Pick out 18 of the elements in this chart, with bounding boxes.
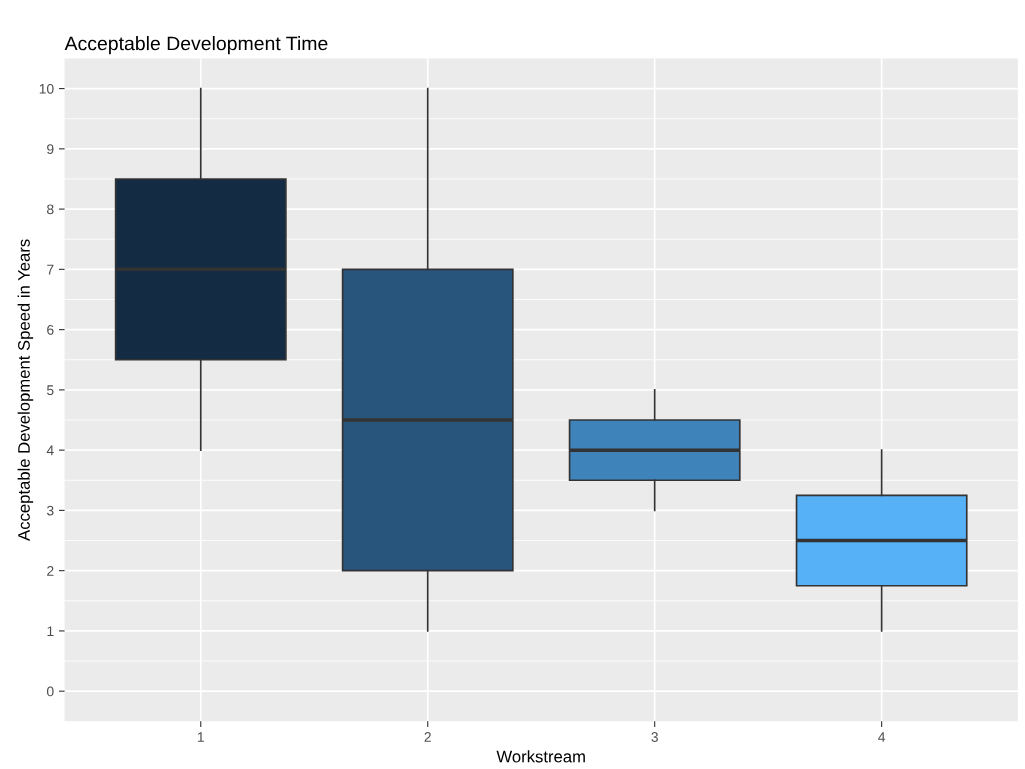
y-tick-label: 8 — [47, 204, 54, 215]
y-tick-label: 6 — [47, 324, 54, 335]
y-axis-title: Acceptable Development Speed in Years — [17, 239, 34, 541]
y-tick-label: 10 — [39, 83, 54, 94]
y-tick-label: 2 — [47, 566, 54, 576]
x-axis-title: Workstream — [496, 750, 585, 763]
x-tick-label: 2 — [424, 732, 431, 742]
y-tick-label: 1 — [47, 626, 54, 636]
y-tick-label: 7 — [47, 264, 54, 275]
x-tick-label: 1 — [197, 732, 204, 742]
y-tick-label: 4 — [46, 445, 54, 456]
chart-title: Acceptable Development Time — [64, 36, 328, 55]
y-tick-label: 3 — [46, 505, 54, 516]
x-tick-label: 3 — [651, 732, 658, 742]
y-tick-label: 9 — [47, 144, 54, 155]
x-tick-label: 4 — [878, 732, 886, 742]
y-tick-label: 0 — [46, 686, 54, 697]
y-tick-label: 5 — [46, 385, 54, 396]
